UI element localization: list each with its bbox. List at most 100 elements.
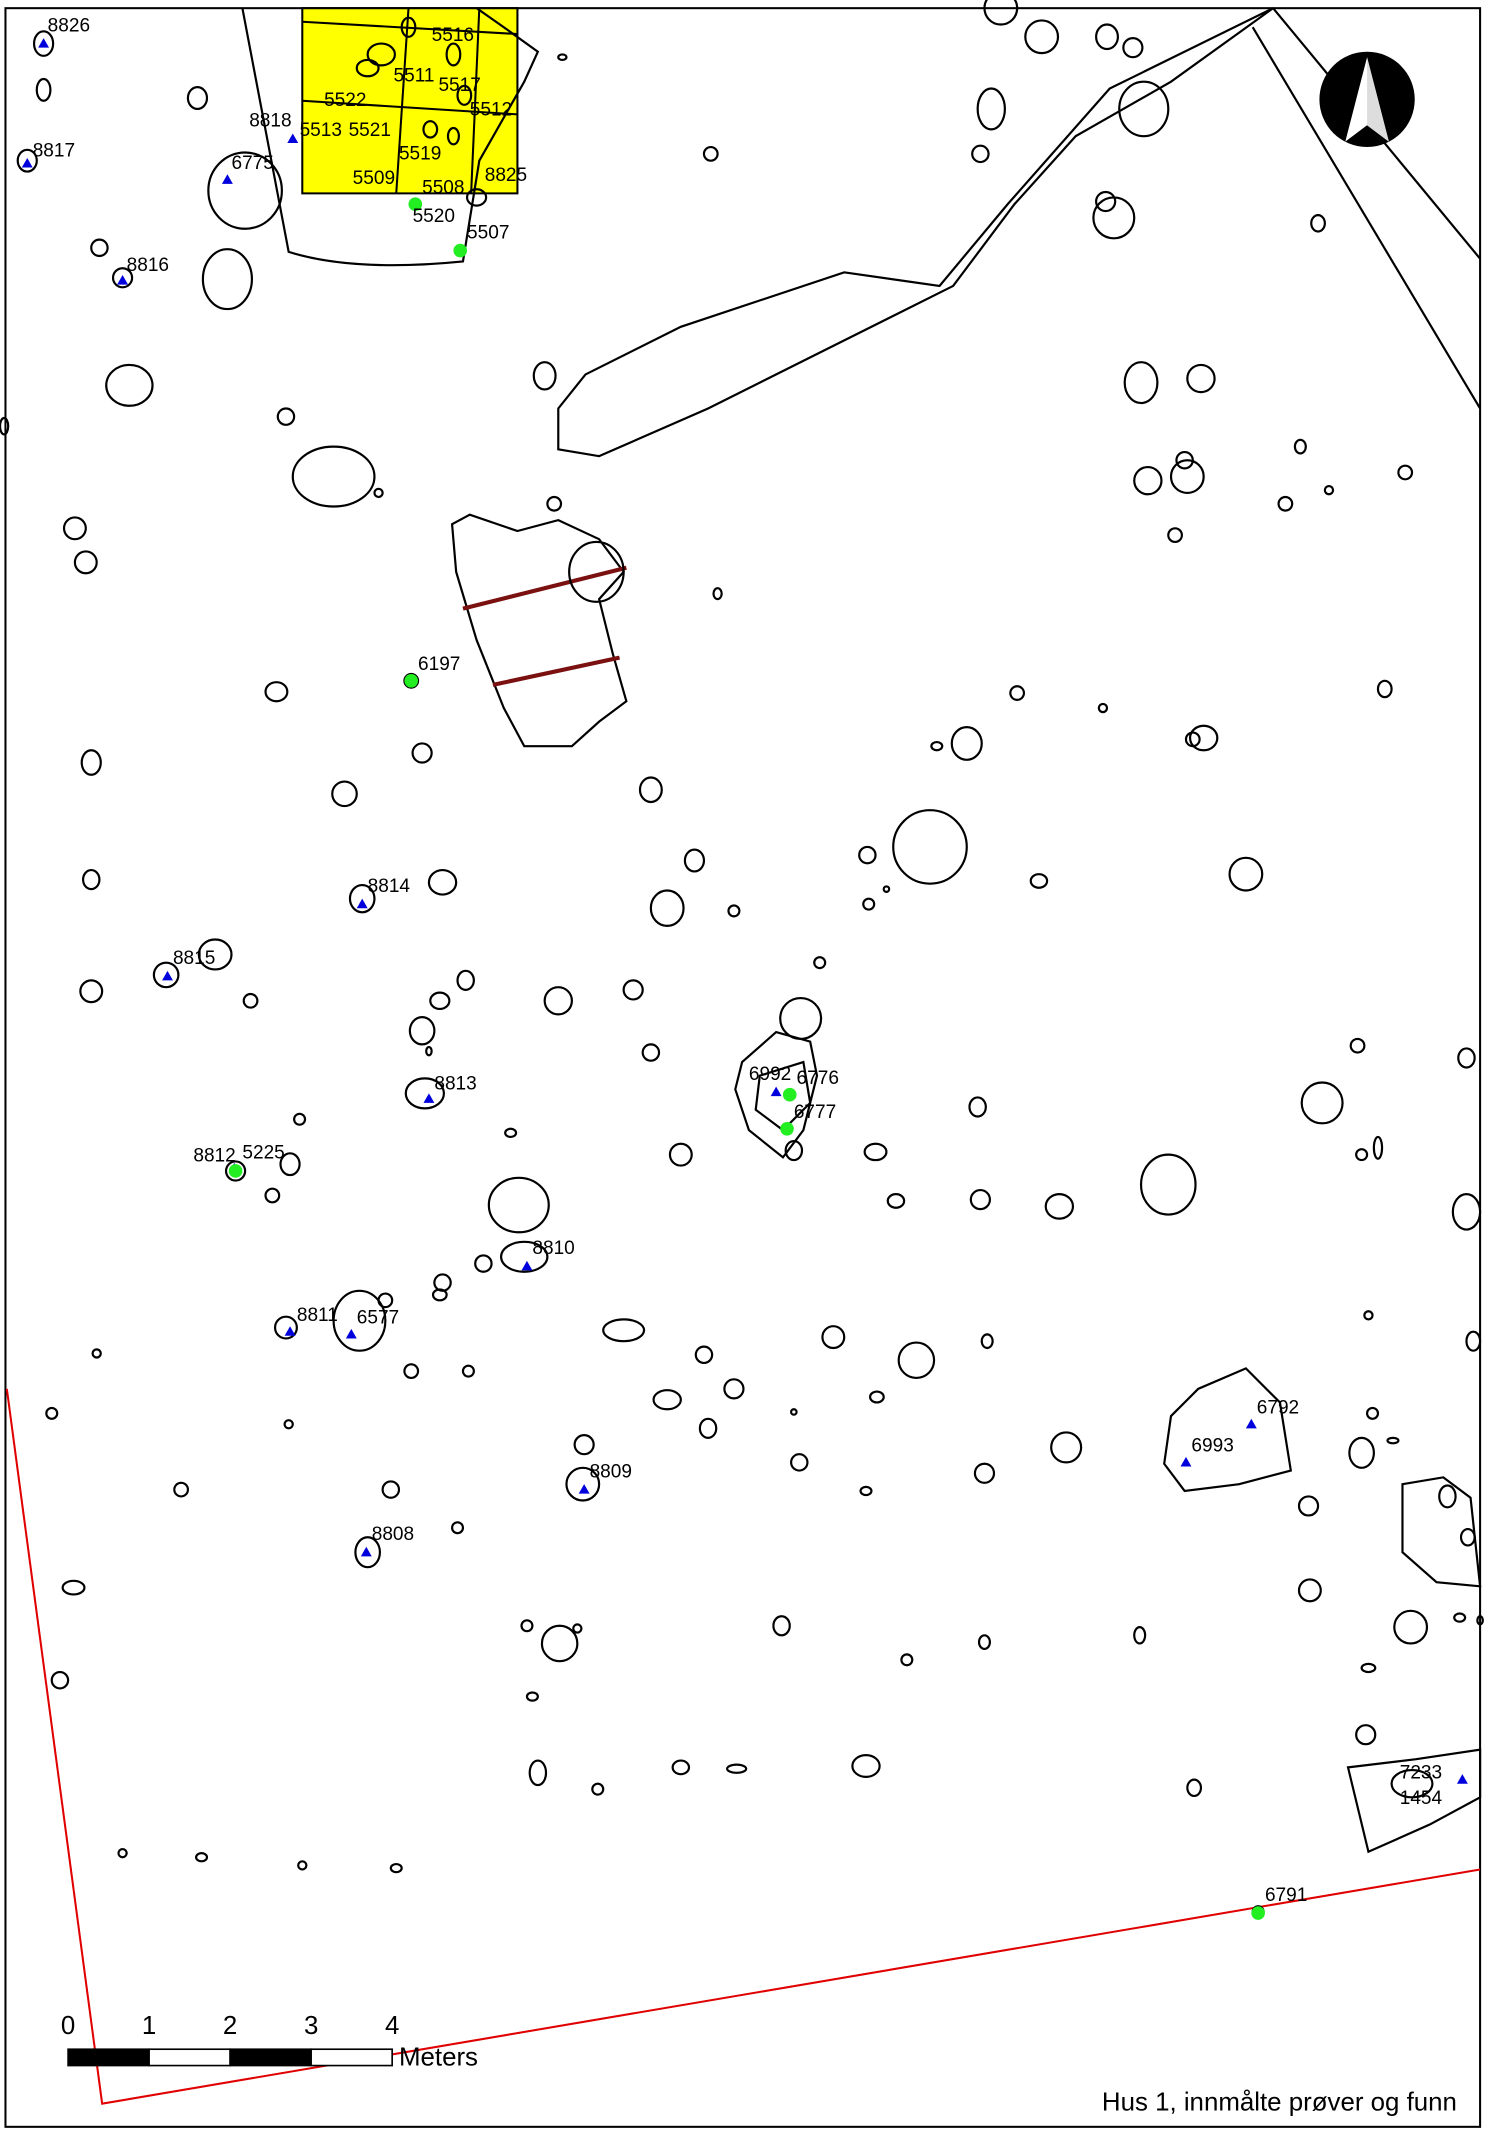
find-label: 6992 xyxy=(749,1064,791,1085)
feature xyxy=(821,1325,846,1350)
feature xyxy=(980,1333,994,1350)
feature xyxy=(422,120,439,139)
feature xyxy=(790,1453,809,1472)
feature xyxy=(712,587,723,601)
feature xyxy=(525,1691,539,1702)
feature xyxy=(91,1348,102,1359)
feature xyxy=(790,1408,798,1416)
sample-marker xyxy=(780,1121,794,1136)
feature xyxy=(32,30,55,57)
feature xyxy=(641,1043,661,1062)
feature xyxy=(698,1417,718,1439)
feature xyxy=(354,1536,381,1569)
sample-marker xyxy=(782,1087,797,1102)
find-marker xyxy=(284,1326,296,1336)
plan-label: 5521 xyxy=(349,120,391,141)
feature xyxy=(79,979,104,1004)
feature xyxy=(1139,1153,1197,1216)
find-label: 8811 xyxy=(297,1305,338,1326)
scale-segment xyxy=(229,2048,312,2067)
feature xyxy=(1397,464,1414,481)
find-label: 6577 xyxy=(357,1307,399,1328)
feature xyxy=(381,1480,401,1499)
feature xyxy=(862,897,876,911)
feature xyxy=(273,1315,298,1340)
feature xyxy=(242,992,259,1009)
feature xyxy=(1310,214,1326,233)
find-marker xyxy=(117,275,129,285)
plan-label: 5512 xyxy=(470,100,512,121)
feature xyxy=(546,495,563,512)
feature xyxy=(568,540,625,603)
feature xyxy=(111,267,134,289)
sample-label: 6776 xyxy=(797,1068,839,1089)
feature xyxy=(1024,19,1060,55)
feature xyxy=(90,238,109,258)
feature xyxy=(293,1112,307,1126)
feature xyxy=(1386,1436,1400,1445)
feature xyxy=(977,1634,991,1650)
feature xyxy=(431,1288,448,1302)
feature xyxy=(450,1521,465,1535)
scale-tick-label: 2 xyxy=(223,2012,237,2040)
feature xyxy=(863,1142,888,1162)
find-label: 7233 xyxy=(1400,1762,1442,1783)
feature xyxy=(1438,1484,1457,1509)
feature xyxy=(1459,1527,1476,1547)
feature xyxy=(528,1759,548,1787)
find-label: 6993 xyxy=(1191,1435,1233,1456)
feature xyxy=(1175,450,1194,470)
feature xyxy=(487,1176,550,1234)
feature xyxy=(968,1096,987,1118)
feature xyxy=(671,1759,691,1776)
find-marker xyxy=(38,38,50,48)
feature xyxy=(348,883,376,914)
find-label: 8810 xyxy=(532,1238,574,1259)
feature xyxy=(456,84,473,106)
feature xyxy=(557,53,568,61)
find-label: 8826 xyxy=(48,15,90,36)
feature xyxy=(297,1860,308,1871)
feature xyxy=(1186,363,1216,394)
feature xyxy=(408,1016,436,1046)
outline xyxy=(241,7,540,267)
feature xyxy=(892,809,968,885)
feature xyxy=(1293,438,1307,455)
feature xyxy=(976,87,1006,131)
plan-label: 8825 xyxy=(485,165,527,186)
plan-label: 5516 xyxy=(432,25,474,46)
find-label: 8809 xyxy=(590,1461,632,1482)
feature xyxy=(366,42,396,67)
feature xyxy=(1169,459,1205,494)
scale-tick-label: 1 xyxy=(142,2012,156,2040)
feature xyxy=(1393,1609,1429,1645)
feature xyxy=(772,1615,791,1637)
feature xyxy=(726,1763,748,1774)
feature xyxy=(591,1782,605,1796)
scale-segment xyxy=(148,2048,231,2067)
feature xyxy=(1300,1081,1344,1125)
feature xyxy=(1184,731,1201,748)
sample-label: 5507 xyxy=(467,222,509,243)
feature xyxy=(1360,1662,1377,1674)
feature xyxy=(16,148,38,173)
find-marker xyxy=(1180,1456,1192,1467)
feature xyxy=(969,1188,991,1211)
find-label: 8817 xyxy=(33,141,75,162)
feature xyxy=(649,889,685,927)
find-marker xyxy=(423,1093,435,1103)
feature xyxy=(105,363,154,407)
feature xyxy=(389,1862,403,1874)
feature xyxy=(784,1139,804,1162)
sample-label: 6197 xyxy=(418,654,460,675)
feature xyxy=(868,1390,885,1404)
feature xyxy=(1163,1367,1293,1493)
feature xyxy=(1355,1148,1369,1162)
feature xyxy=(332,1289,387,1352)
feature xyxy=(446,126,460,146)
feature xyxy=(461,1364,475,1378)
feature xyxy=(411,742,433,764)
feature xyxy=(1453,1612,1467,1623)
find-marker xyxy=(521,1260,533,1271)
